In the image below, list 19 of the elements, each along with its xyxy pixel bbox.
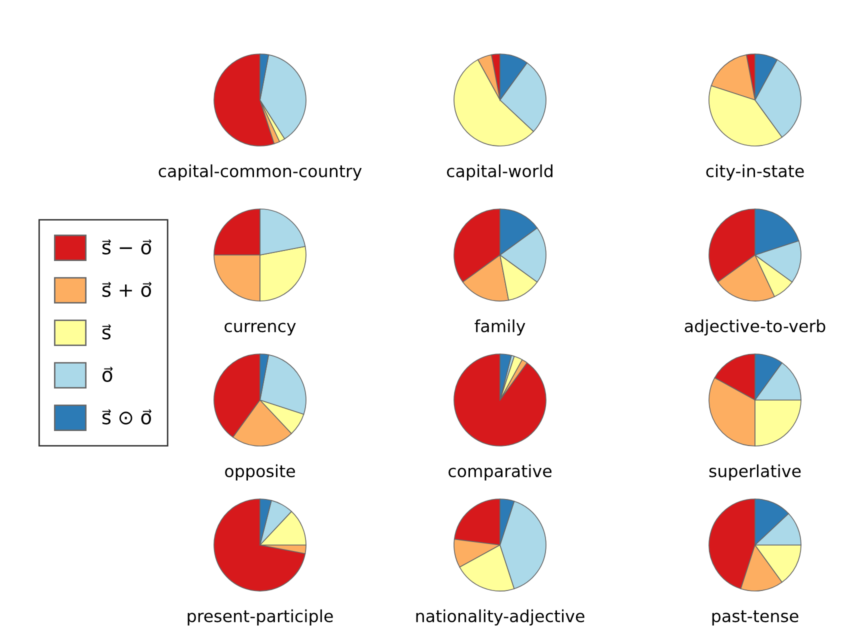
text: comparative	[448, 464, 552, 481]
text: city-in-state	[706, 164, 804, 181]
pie-slice	[454, 354, 546, 446]
legend-label: s⃗ + o⃗	[102, 282, 152, 297]
text: family	[474, 319, 526, 336]
text: capital-common-country	[158, 164, 362, 181]
text: opposite	[225, 464, 295, 481]
legend-label: s⃗ ⊙ o⃗	[102, 409, 152, 424]
text: currency	[224, 322, 296, 336]
legend-label: o⃗	[102, 366, 113, 382]
legend-label: s⃗ − o⃗	[102, 239, 152, 255]
text: superlative	[709, 464, 801, 481]
text: present-participle	[188, 609, 333, 626]
legend-label: s⃗	[102, 324, 112, 340]
text: capital-world	[446, 164, 552, 181]
pie-slice	[214, 498, 306, 592]
text: nationality-adjective	[416, 609, 584, 626]
text: adjective-to-verb	[684, 319, 826, 336]
text: past-tense	[712, 610, 798, 626]
